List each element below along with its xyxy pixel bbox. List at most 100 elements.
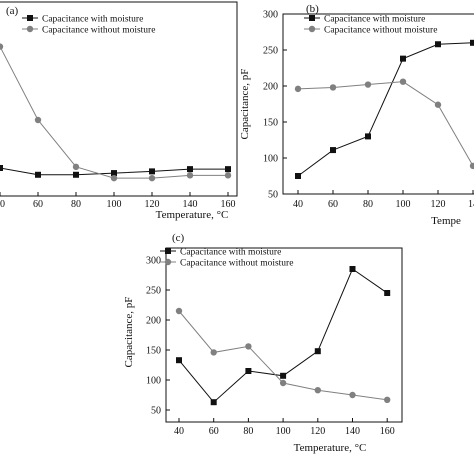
y-tick-label: 300 [146,256,161,267]
data-point-square [245,368,252,374]
data-point-circle [434,101,442,108]
x-tick-label: 100 [107,199,122,210]
series-line-2 [178,310,388,401]
legend-label: Capacitance with moisture [180,248,281,258]
y-tick-label: 200 [263,82,278,93]
data-point-square [280,372,287,379]
data-point-square [349,266,356,272]
data-point-square [0,165,3,171]
data-point-circle [364,81,372,88]
data-point-circle [329,84,337,91]
x-tick-label: 160 [380,426,395,437]
data-point-circle [349,391,356,399]
x-tick-label: 40 [174,426,184,437]
x-tick-label: 80 [71,199,81,210]
legend-label: Capacitance with moisture [42,15,143,25]
legend-label: Capacitance without moisture [180,259,293,269]
data-point-square [314,348,321,355]
data-point-circle [186,172,194,179]
y-axis-label: Capacitance, pF [123,297,135,368]
plot-frame [0,1,238,197]
data-point-circle [469,162,474,170]
data-point-square [330,147,336,154]
data-point-square [470,39,474,46]
x-tick-label: 40 [0,199,5,210]
data-point-circle [314,387,321,394]
y-tick-label: 250 [263,46,278,57]
x-axis-label: Tempe [431,215,461,227]
data-point-square [295,173,301,179]
panel-letter: (a) [6,5,19,17]
legend-marker-square [165,248,171,254]
legend-marker-circle [308,25,316,33]
x-tick-label: 100 [276,426,291,437]
data-point-circle [210,349,217,356]
panel-b: (b) 40 60 80 100 120 14 Tempe 50 100 150 200 250 300 C… [239,3,474,227]
data-point-square [73,171,79,178]
data-point-square [210,399,217,406]
data-point-square [365,133,371,140]
legend-marker-circle [164,258,172,266]
panel-letter: (b) [306,3,319,15]
x-tick-label: 80 [363,199,373,210]
x-tick-label: 40 [293,199,303,210]
legend-label: Capacitance with moisture [324,15,425,25]
legend-label: Capacitance without moisture [324,26,437,36]
y-tick-label: 200 [146,316,161,327]
y-axis-label: Capacitance, pF [239,69,251,140]
plot-frame [282,13,474,195]
data-point-circle [224,172,232,179]
y-tick-label: 50 [151,406,161,417]
data-point-circle [175,307,183,315]
data-point-circle [72,163,80,171]
data-point-square [384,290,391,296]
y-tick-label: 150 [263,118,278,129]
x-tick-label: 60 [33,199,43,210]
data-point-square [435,41,441,48]
data-point-circle [279,379,287,387]
y-tick-label: 100 [263,154,278,165]
data-point-circle [148,174,156,182]
legend-label: Capacitance without moisture [42,26,155,36]
data-point-circle [384,396,391,403]
x-tick-label: 120 [431,199,446,210]
x-axis-label: Temperature, °C [156,209,229,221]
data-point-square [35,171,41,178]
x-tick-label: 100 [396,199,411,210]
data-point-circle [245,343,252,350]
x-tick-label: 60 [209,426,219,437]
x-tick-label: 140 [183,199,198,210]
data-point-square [187,166,193,173]
x-tick-label: 60 [328,199,338,210]
x-tick-label: 80 [243,426,253,437]
data-point-circle [294,85,302,93]
legend-marker-square [27,15,33,21]
x-tick-label: 160 [221,199,236,210]
series-line-2 [0,46,228,179]
data-point-square [111,170,117,177]
x-tick-label: 14 [468,199,474,210]
data-point-circle [34,116,42,124]
y-tick-label: 50 [268,190,278,201]
legend-marker-square [309,15,315,21]
x-tick-label: 140 [345,426,360,437]
x-axis-label: Temperature, °C [294,442,367,454]
panel-letter: (c) [172,232,185,244]
plot-frame [165,247,403,423]
data-point-circle [0,43,4,50]
data-point-square [225,166,231,173]
series-line-2 [297,81,474,167]
data-point-square [149,168,155,175]
data-point-circle [110,174,118,182]
data-point-circle [399,78,407,85]
x-tick-label: 120 [145,199,160,210]
y-tick-label: 150 [146,346,161,357]
y-tick-label: 300 [263,10,278,21]
panel-c: (c) 40 60 80 100 120 140 160 Temperature, °C 50 10… [123,232,403,454]
y-tick-label: 250 [146,286,161,297]
legend-marker-circle [26,25,34,33]
series-line-1 [297,42,474,177]
data-point-square [400,55,406,62]
data-point-square [176,357,182,364]
y-tick-label: 100 [146,376,161,387]
